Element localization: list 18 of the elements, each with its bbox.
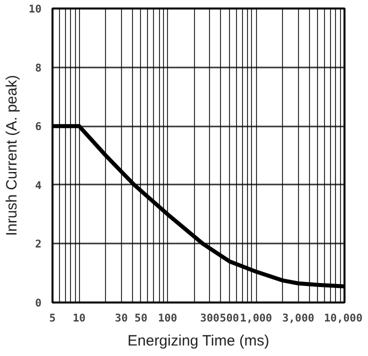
y-tick-label: 0 <box>35 296 42 310</box>
x-tick-label: 10,000 <box>324 312 363 324</box>
y-tick-label: 4 <box>35 178 42 192</box>
y-tick-label: 10 <box>28 2 42 16</box>
y-tick-label: 8 <box>35 61 42 74</box>
y-tick-label: 2 <box>35 238 42 251</box>
x-tick-label: 30 <box>114 312 128 324</box>
x-tick-label: 50 <box>134 312 148 324</box>
x-tick-label: 500 <box>220 312 240 324</box>
x-tick-label: 1,000 <box>240 312 272 324</box>
x-axis-title: Energizing Time (ms) <box>128 332 270 350</box>
x-tick-label: 5 <box>49 312 56 324</box>
x-tick-label: 100 <box>158 312 178 324</box>
x-tick-label: 300 <box>200 312 220 324</box>
y-axis-title: Inrush Current (A. peak) <box>4 75 21 236</box>
y-tick-label: 6 <box>35 120 42 134</box>
x-tick-label: 10 <box>72 312 86 324</box>
x-tick-label: 3,000 <box>282 312 314 324</box>
